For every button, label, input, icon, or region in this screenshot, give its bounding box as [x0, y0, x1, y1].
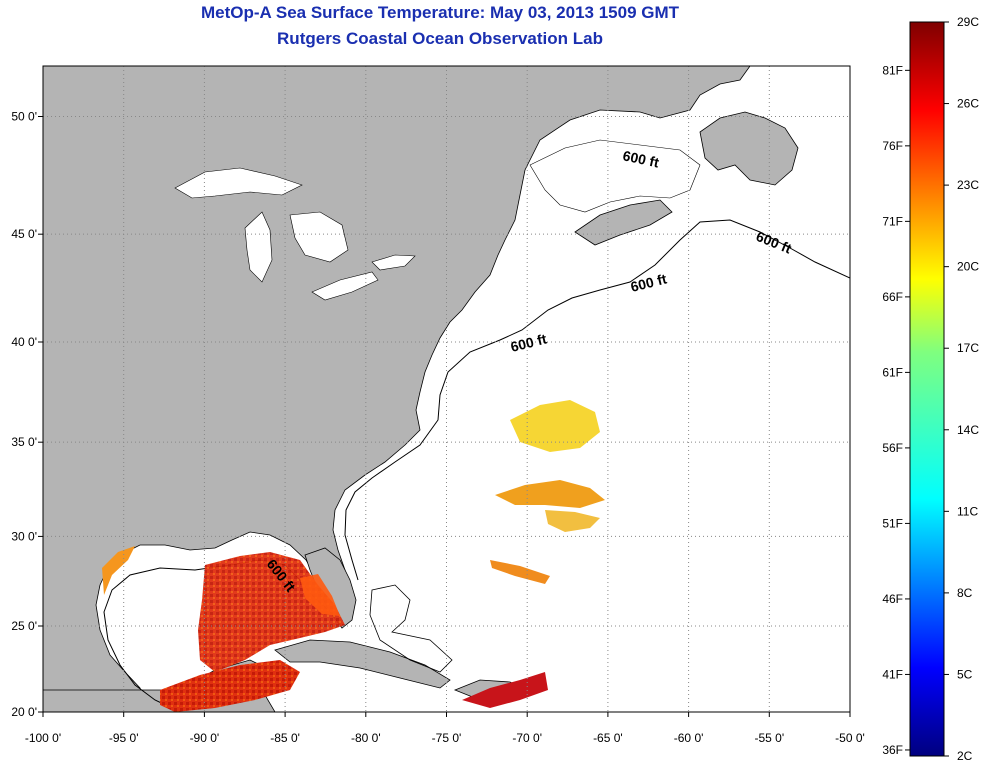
lake-huron: [289, 211, 349, 263]
x-tick-label: -60 0': [674, 731, 704, 745]
colorbar-labels: 29C 26C 23C 20C 17C 14C 11C 8C 5C 2C 81F 76F 71F 66F 6…: [882, 15, 979, 763]
x-tick-label: -85 0': [270, 731, 300, 745]
isobath-600ft: [344, 219, 850, 581]
x-tick-label: -80 0': [351, 731, 381, 745]
colorbar-label-f: 46F: [882, 592, 903, 606]
x-tick-label: -65 0': [593, 731, 623, 745]
land-cuba: [274, 639, 451, 689]
x-tick-label: -55 0': [754, 731, 784, 745]
colorbar-label-c: 5C: [957, 667, 973, 681]
y-tick-label: 30 0': [11, 529, 37, 543]
colorbar: 29C 26C 23C 20C 17C 14C 11C 8C 5C 2C 81F 76F 71F 66F 6…: [882, 15, 979, 763]
y-tick-label: 35 0': [11, 435, 37, 449]
y-axis: 50 0' 45 0' 40 0' 35 0' 30 0' 25 0' 20 0': [11, 109, 43, 719]
sst-patch-atlantic-south: [545, 510, 600, 532]
x-axis: -100 0' -95 0' -90 0' -85 0' -80 0' -75 0' -70…: [25, 712, 865, 745]
colorbar-label-c: 8C: [957, 586, 973, 600]
graticule: [43, 66, 850, 712]
sst-patch-atlantic-mid: [495, 480, 605, 508]
colorbar-label-c: 11C: [957, 504, 978, 518]
colorbar-label-f: 76F: [882, 139, 903, 153]
colorbar-label-c: 14C: [957, 423, 979, 437]
colorbar-label-f: 61F: [882, 365, 903, 379]
lake-erie: [311, 271, 379, 301]
colorbar-label-f: 51F: [882, 516, 903, 530]
colorbar-label-c: 29C: [957, 15, 979, 29]
sst-patch-caribbean: [160, 660, 300, 712]
lake-ontario: [371, 254, 416, 271]
colorbar-label-f: 66F: [882, 290, 903, 304]
y-tick-label: 20 0': [11, 705, 37, 719]
y-tick-label: 45 0': [11, 227, 37, 241]
y-tick-label: 50 0': [11, 109, 37, 123]
colorbar-gradient: [909, 21, 945, 757]
x-tick-label: -95 0': [109, 731, 139, 745]
isobath-600ft-bahamas: [369, 584, 453, 673]
sst-patch-atlantic-north: [510, 400, 600, 452]
y-tick-label: 40 0': [11, 335, 37, 349]
colorbar-label-f: 41F: [882, 667, 903, 681]
sst-patch-florida-shelf: [300, 574, 340, 616]
colorbar-label-f: 81F: [882, 63, 903, 77]
lake-superior: [174, 167, 303, 199]
sst-patch-atlantic-streak: [490, 560, 550, 584]
colorbar-label-f: 36F: [882, 743, 903, 757]
colorbar-label-f: 56F: [882, 441, 903, 455]
x-tick-label: -100 0': [25, 731, 61, 745]
colorbar-label-c: 2C: [957, 749, 973, 763]
colorbar-label-c: 23C: [957, 178, 979, 192]
sst-patch-caribbean-east: [462, 672, 548, 708]
y-tick-label: 25 0': [11, 619, 37, 633]
colorbar-label-c: 26C: [957, 97, 979, 111]
map-title: MetOp-A Sea Surface Temperature: May 03,…: [200, 3, 680, 22]
colorbar-label-c: 17C: [957, 341, 979, 355]
x-tick-label: -90 0': [190, 731, 220, 745]
lake-michigan: [244, 211, 273, 283]
land-newfoundland: [699, 111, 799, 186]
sst-patch-texas: [102, 546, 135, 595]
colorbar-label-f: 71F: [882, 214, 903, 228]
sst-data: [102, 400, 605, 712]
colorbar-label-c: 20C: [957, 260, 979, 274]
x-tick-label: -50 0': [835, 731, 865, 745]
gulf-st-lawrence: [529, 139, 701, 213]
isobath-label: 600 ft: [621, 147, 660, 170]
map-subtitle: Rutgers Coastal Ocean Observation Lab: [277, 29, 603, 48]
x-tick-label: -70 0': [512, 731, 542, 745]
x-tick-label: -75 0': [432, 731, 462, 745]
